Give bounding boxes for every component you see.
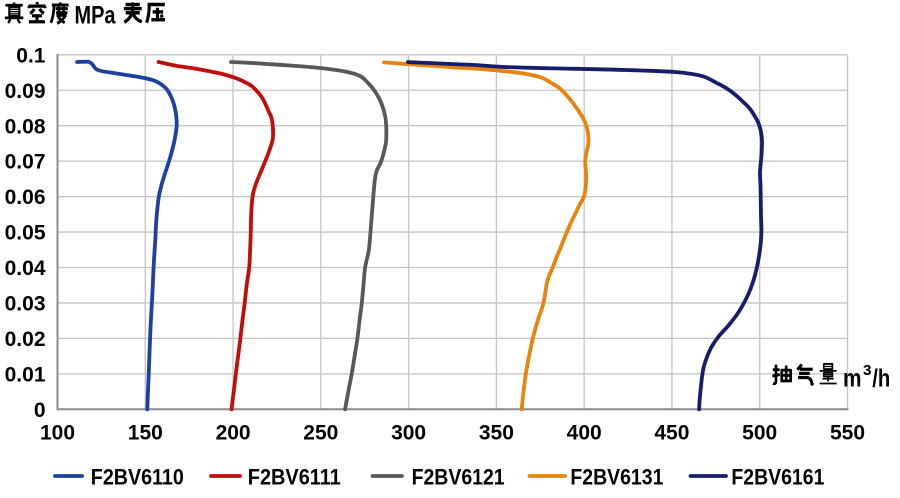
svg-text:MPa: MPa [75, 1, 117, 29]
svg-text:400: 400 [567, 422, 602, 445]
svg-text:/h: /h [872, 365, 890, 393]
svg-text:0.04: 0.04 [5, 257, 46, 280]
svg-text:150: 150 [128, 422, 163, 445]
svg-text:0.06: 0.06 [5, 186, 46, 209]
svg-text:450: 450 [654, 422, 689, 445]
svg-text:200: 200 [216, 422, 251, 445]
svg-text:0.09: 0.09 [5, 80, 46, 103]
svg-text:0.03: 0.03 [5, 293, 46, 316]
svg-text:0.01: 0.01 [5, 364, 46, 387]
svg-text:300: 300 [391, 422, 426, 445]
svg-text:250: 250 [303, 422, 338, 445]
svg-text:F2BV6131: F2BV6131 [570, 465, 663, 490]
svg-text:F2BV6121: F2BV6121 [412, 465, 505, 490]
svg-text:3: 3 [863, 362, 872, 379]
svg-text:500: 500 [742, 422, 777, 445]
svg-text:m: m [843, 365, 862, 393]
svg-text:350: 350 [479, 422, 514, 445]
svg-text:550: 550 [830, 422, 865, 445]
svg-text:F2BV6111: F2BV6111 [248, 465, 341, 490]
svg-text:F2BV6110: F2BV6110 [91, 465, 184, 490]
svg-text:100: 100 [40, 422, 75, 445]
svg-text:0.1: 0.1 [16, 44, 46, 67]
svg-text:0.08: 0.08 [5, 115, 46, 138]
svg-text:0.05: 0.05 [5, 222, 46, 245]
svg-text:0.07: 0.07 [5, 151, 46, 174]
svg-text:0.02: 0.02 [5, 328, 46, 351]
svg-text:0: 0 [34, 399, 46, 422]
svg-text:F2BV6161: F2BV6161 [731, 465, 824, 490]
